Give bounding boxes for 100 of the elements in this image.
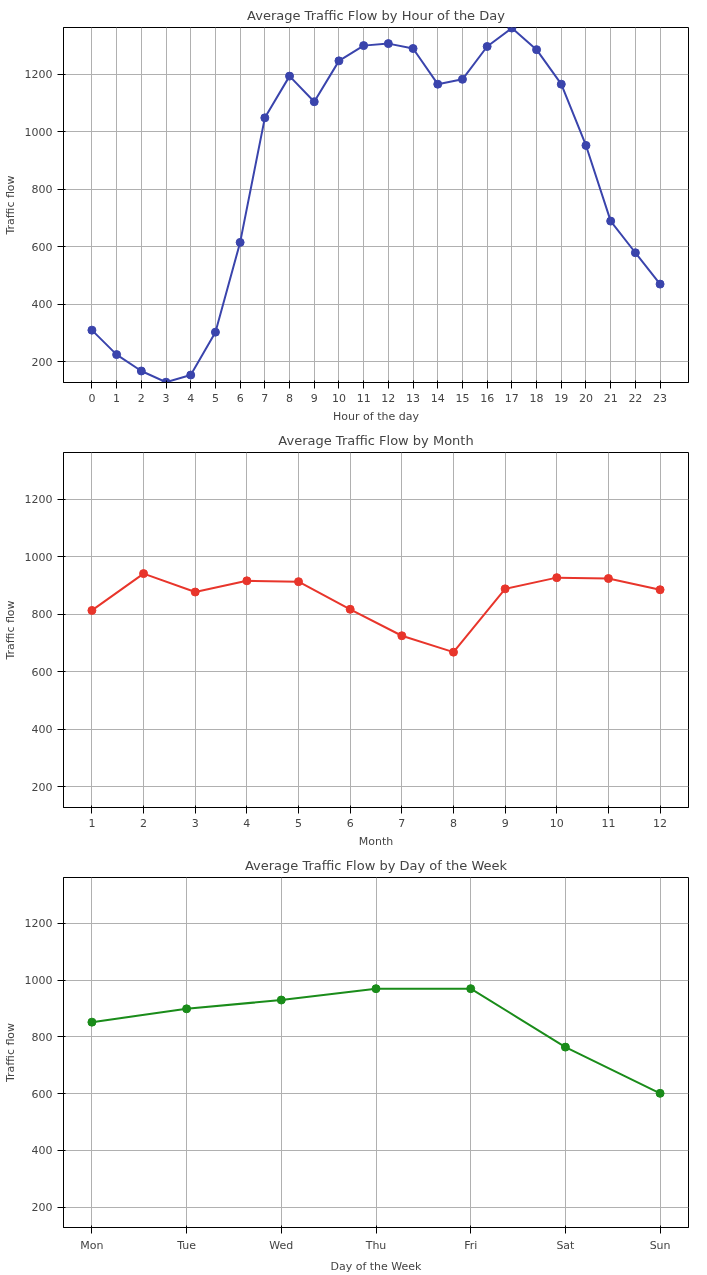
point bbox=[186, 370, 196, 380]
point bbox=[581, 140, 591, 150]
point bbox=[500, 584, 510, 594]
y-tick-label: 400 bbox=[31, 1144, 53, 1158]
x-tick-label: 12 bbox=[653, 816, 668, 830]
point bbox=[309, 97, 319, 107]
x-tick-label: 20 bbox=[578, 391, 593, 405]
point bbox=[655, 1088, 665, 1098]
x-tick-label: 19 bbox=[554, 391, 569, 405]
y-tick-label: 1200 bbox=[24, 68, 53, 82]
x-tick-label: 12 bbox=[381, 391, 396, 405]
point bbox=[345, 604, 355, 614]
y-tick-label: 1200 bbox=[24, 917, 53, 931]
point bbox=[190, 587, 200, 597]
x-tick-label: 9 bbox=[310, 391, 318, 405]
x-tick-label: 6 bbox=[236, 391, 244, 405]
y-tick-label: 600 bbox=[31, 240, 53, 254]
x-tick-label: 10 bbox=[549, 816, 564, 830]
point bbox=[532, 45, 542, 55]
point bbox=[552, 573, 562, 583]
x-tick-label: 13 bbox=[406, 391, 421, 405]
point bbox=[630, 248, 640, 258]
point bbox=[112, 350, 122, 360]
point bbox=[556, 79, 566, 89]
x-tick-label: 22 bbox=[628, 391, 643, 405]
point bbox=[139, 569, 149, 579]
y-tick-label: 600 bbox=[31, 665, 53, 679]
point bbox=[603, 574, 613, 583]
y-axis-title: Traffic flow bbox=[3, 175, 17, 236]
x-tick-label: Sun bbox=[649, 1238, 671, 1252]
x-tick-label: 1 bbox=[113, 391, 121, 405]
x-tick-label: 14 bbox=[430, 391, 445, 405]
x-tick-label: 2 bbox=[140, 816, 148, 830]
x-tick-label: 2 bbox=[137, 391, 145, 405]
x-axis-title: Hour of the day bbox=[333, 409, 420, 423]
point bbox=[294, 577, 304, 587]
x-tick-label: Sat bbox=[556, 1238, 576, 1252]
y-axis-title: Traffic flow bbox=[3, 600, 17, 661]
x-tick-label: 21 bbox=[603, 391, 618, 405]
x-tick-label: 23 bbox=[653, 391, 668, 405]
x-tick-label: 11 bbox=[356, 391, 371, 405]
x-tick-label: 1 bbox=[88, 816, 96, 830]
x-tick-label: 0 bbox=[88, 391, 96, 405]
point bbox=[87, 1017, 97, 1027]
point bbox=[466, 984, 476, 994]
point bbox=[359, 41, 369, 51]
point bbox=[408, 44, 418, 53]
x-tick-label: Fri bbox=[464, 1238, 478, 1252]
x-tick-label: 4 bbox=[187, 391, 195, 405]
chart-title: Average Traffic Flow by Hour of the Day bbox=[247, 7, 506, 23]
point bbox=[606, 216, 616, 226]
y-tick-label: 200 bbox=[31, 355, 53, 369]
x-tick-label: 10 bbox=[331, 391, 346, 405]
x-axis-title: Month bbox=[358, 834, 394, 848]
y-tick-label: 200 bbox=[31, 1201, 53, 1215]
point bbox=[260, 113, 270, 123]
chart-title: Average Traffic Flow by Month bbox=[278, 432, 474, 448]
x-tick-label: 3 bbox=[162, 391, 170, 405]
y-tick-label: 1000 bbox=[24, 974, 53, 988]
y-tick-label: 200 bbox=[31, 780, 53, 794]
y-tick-label: 800 bbox=[31, 608, 53, 622]
y-tick-label: 400 bbox=[31, 298, 53, 312]
x-tick-label: 7 bbox=[261, 391, 269, 405]
x-tick-label: 9 bbox=[501, 816, 509, 830]
x-tick-label: 3 bbox=[191, 816, 199, 830]
point bbox=[448, 647, 458, 657]
x-tick-label: 7 bbox=[398, 816, 406, 830]
x-tick-label: 4 bbox=[243, 816, 251, 830]
y-tick-label: 1200 bbox=[24, 493, 53, 507]
x-tick-label: 11 bbox=[601, 816, 616, 830]
y-tick-label: 1000 bbox=[24, 125, 53, 139]
y-tick-label: 800 bbox=[31, 1030, 53, 1044]
point bbox=[87, 605, 97, 615]
y-tick-label: 1000 bbox=[24, 550, 53, 564]
x-tick-label: 16 bbox=[480, 391, 495, 405]
x-tick-label: 15 bbox=[455, 391, 470, 405]
point bbox=[235, 237, 245, 247]
x-tick-label: 5 bbox=[211, 391, 219, 405]
point bbox=[334, 56, 344, 66]
point bbox=[242, 576, 252, 586]
x-tick-label: 8 bbox=[286, 391, 294, 405]
point bbox=[210, 327, 220, 337]
x-tick-label: Mon bbox=[80, 1238, 104, 1252]
y-axis-title: Traffic flow bbox=[3, 1022, 17, 1084]
point bbox=[560, 1042, 570, 1052]
point bbox=[457, 74, 467, 84]
y-tick-label: 400 bbox=[31, 723, 53, 737]
point bbox=[182, 1004, 192, 1014]
point bbox=[87, 325, 97, 335]
point bbox=[433, 79, 443, 89]
x-tick-label: Wed bbox=[269, 1238, 294, 1252]
chart-title: Average Traffic Flow by Day of the Week bbox=[244, 857, 508, 873]
point bbox=[276, 995, 286, 1005]
point bbox=[482, 41, 492, 51]
point bbox=[285, 71, 295, 81]
x-tick-label: Tue bbox=[176, 1238, 197, 1252]
x-tick-label: Thu bbox=[364, 1238, 387, 1252]
point bbox=[397, 631, 407, 641]
x-tick-label: 8 bbox=[449, 816, 457, 830]
x-axis-title: Day of the Week bbox=[330, 1259, 423, 1273]
